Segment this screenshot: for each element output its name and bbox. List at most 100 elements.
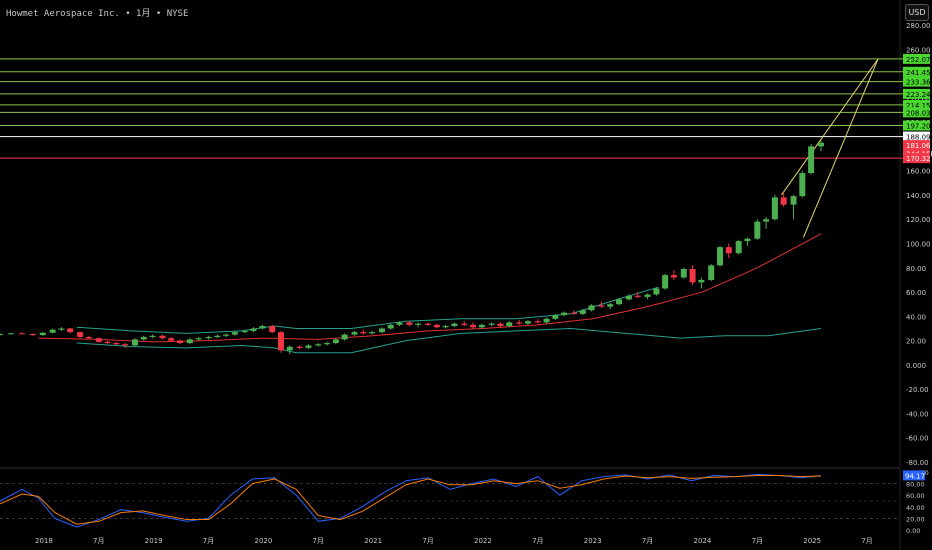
y-tick-label: 0.000 xyxy=(906,362,926,370)
y-tick-label: 40.00 xyxy=(906,313,926,321)
price-label: 188.09 xyxy=(906,134,931,142)
y-tick-label: 160.00 xyxy=(906,168,931,176)
candle xyxy=(698,279,705,283)
candle xyxy=(140,336,147,340)
candle xyxy=(277,332,284,351)
y-tick-label: 60.00 xyxy=(906,289,926,297)
candle xyxy=(817,142,824,147)
candle xyxy=(168,338,175,341)
y-tick-label: 120.00 xyxy=(906,216,931,224)
price-label-box xyxy=(903,120,930,131)
candle xyxy=(680,268,687,278)
candle xyxy=(488,323,495,325)
channel-upper-line xyxy=(781,58,879,196)
candle xyxy=(799,173,806,197)
candle xyxy=(324,343,331,345)
x-tick-label: 7月 xyxy=(532,537,543,545)
candle xyxy=(524,321,531,324)
candle xyxy=(195,338,202,340)
x-tick-label: 2021 xyxy=(364,537,382,545)
candle xyxy=(634,295,641,297)
price-label-box xyxy=(903,76,930,87)
price-label-box xyxy=(903,99,930,110)
x-tick-label: 2025 xyxy=(803,537,821,545)
candle xyxy=(771,197,778,220)
y-tick-label: -60.00 xyxy=(906,435,929,443)
y-tick-label: 100.00 xyxy=(906,241,931,249)
x-tick-label: 2023 xyxy=(584,537,602,545)
candle xyxy=(534,321,541,323)
candle xyxy=(122,344,129,346)
candle xyxy=(689,268,696,283)
candle xyxy=(516,322,523,324)
price-label-box xyxy=(903,131,930,142)
candle xyxy=(708,265,715,280)
candle xyxy=(18,333,25,335)
candle xyxy=(579,310,586,314)
candle xyxy=(644,294,651,297)
x-tick-label: 2024 xyxy=(694,537,712,545)
chart-title: Howmet Aerospace Inc. • 1月 • NYSE xyxy=(6,9,189,19)
x-tick-label: 7月 xyxy=(422,537,433,545)
candle xyxy=(790,196,797,205)
y-tick-label: 260.00 xyxy=(906,46,931,54)
x-tick-label: 2022 xyxy=(474,537,492,545)
x-tick-label: 7月 xyxy=(93,537,104,545)
candle xyxy=(543,318,550,323)
x-tick-label: 2018 xyxy=(35,537,53,545)
y-tick-label: 280.00 xyxy=(906,22,931,30)
y-tick-label: 20.00 xyxy=(906,338,926,346)
candle xyxy=(286,346,293,351)
candle xyxy=(332,339,339,344)
price-label-box xyxy=(903,140,930,151)
candle xyxy=(506,322,513,327)
candle xyxy=(360,332,367,334)
price-label-box xyxy=(903,153,930,164)
price-label: 181.06 xyxy=(906,142,931,150)
stoch-tick-label: 60.00 xyxy=(906,492,925,500)
candle xyxy=(231,332,238,335)
currency-button[interactable]: USD xyxy=(905,4,929,21)
candle xyxy=(250,328,257,331)
price-label: 233.36 xyxy=(906,79,931,87)
candle xyxy=(177,340,183,344)
x-tick-label: 7月 xyxy=(861,537,872,545)
candle xyxy=(95,338,102,342)
candle xyxy=(571,312,578,314)
price-label-box xyxy=(903,53,930,64)
x-tick-label: 2020 xyxy=(255,537,273,545)
candle xyxy=(259,326,266,329)
stoch-label: 94.17 xyxy=(905,472,925,480)
candle xyxy=(808,146,815,174)
candle xyxy=(717,247,723,266)
candle xyxy=(85,336,92,339)
y-tick-label: -20.00 xyxy=(906,386,929,394)
candle xyxy=(461,323,468,325)
price-label-box xyxy=(903,66,930,77)
candle xyxy=(296,346,303,348)
series-bb-lower xyxy=(76,327,822,354)
candle xyxy=(104,341,111,344)
x-tick-label: 7月 xyxy=(203,537,214,545)
candle xyxy=(763,219,770,222)
candle xyxy=(425,323,432,325)
price-label: 252.07 xyxy=(906,56,931,64)
candle xyxy=(223,334,230,336)
candle xyxy=(269,326,276,333)
candle xyxy=(113,343,120,345)
price-label: 170.32 xyxy=(906,155,931,163)
stoch-tick-label: 20.00 xyxy=(906,515,925,523)
candle xyxy=(588,305,595,311)
candle xyxy=(149,335,156,337)
candle xyxy=(616,299,623,305)
candle xyxy=(351,332,358,335)
candle xyxy=(315,344,322,346)
x-tick-label: 2019 xyxy=(145,537,163,545)
price-label-box xyxy=(903,107,930,118)
candle xyxy=(442,326,449,328)
candle xyxy=(670,275,677,278)
candle xyxy=(132,339,138,346)
candle xyxy=(29,333,36,336)
candle xyxy=(552,315,559,319)
